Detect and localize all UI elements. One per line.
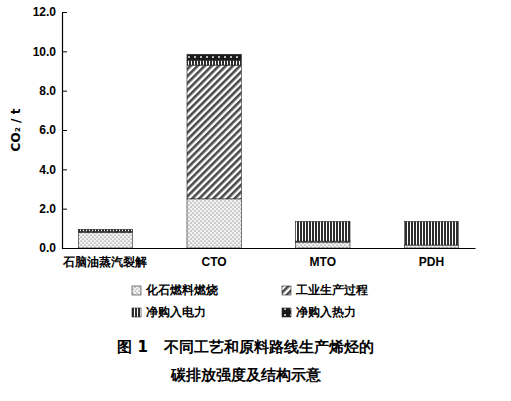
y-tick-label: 0.0 xyxy=(39,241,56,255)
bar-segment xyxy=(296,221,350,222)
legend: 化石燃料燃烧 工业生产过程净购入电力 净购入热力 xyxy=(132,283,368,319)
bars xyxy=(78,54,458,248)
legend-item: 工业生产过程 xyxy=(282,283,368,297)
legend-label: 净购入电力 xyxy=(146,305,206,319)
bar-segment xyxy=(187,54,241,60)
y-tick-mark xyxy=(62,91,67,92)
y-tick-label: 6.0 xyxy=(39,123,56,137)
y-tick-mark xyxy=(62,12,67,13)
x-tick: 石脑油蒸汽裂解 xyxy=(62,248,147,269)
x-axis-line xyxy=(63,248,476,249)
x-tick: PDH xyxy=(419,248,444,269)
y-tick-mark xyxy=(62,51,67,52)
legend-swatch xyxy=(282,286,291,295)
y-tick-label: 8.0 xyxy=(39,84,56,98)
x-tick-label: MTO xyxy=(310,255,336,269)
legend-item: 净购入热力 xyxy=(282,305,356,319)
bar-segment xyxy=(404,245,458,248)
legend-swatch xyxy=(282,308,291,317)
legend-label: 净购入热力 xyxy=(296,305,356,319)
bar-segment xyxy=(296,221,350,241)
bar-segment xyxy=(78,232,132,248)
chart-title: 碳排放强度及结构示意 xyxy=(170,366,322,384)
legend-item: 化石燃料燃烧 xyxy=(132,283,218,297)
x-tick: MTO xyxy=(310,248,336,269)
y-tick-mark xyxy=(62,169,67,170)
x-tick-label: CTO xyxy=(202,255,227,269)
bar-segment xyxy=(187,60,241,65)
x-tick-label: 石脑油蒸汽裂解 xyxy=(62,255,147,269)
y-tick: 2.0 xyxy=(39,202,67,216)
y-tick-label: 12.0 xyxy=(33,5,57,19)
y-axis-title: CO₂ / t xyxy=(9,108,23,151)
bar-segment xyxy=(187,199,241,248)
y-tick: 12.0 xyxy=(33,5,67,19)
y-tick-mark xyxy=(62,209,67,210)
y-tick: 8.0 xyxy=(39,84,67,98)
bar-segment xyxy=(187,65,241,199)
y-tick: 4.0 xyxy=(39,163,67,177)
bar-segment xyxy=(404,221,458,245)
bar-segment xyxy=(404,221,458,222)
bar-segment xyxy=(78,229,132,231)
legend-label: 化石燃料燃烧 xyxy=(145,283,218,297)
x-tick: CTO xyxy=(202,248,227,269)
chart-title: 图 1 不同工艺和原料路线生产烯烃的 xyxy=(117,338,373,356)
y-tick-label: 10.0 xyxy=(33,45,57,59)
bar-segment xyxy=(296,242,350,248)
bar-segment xyxy=(78,229,132,230)
y-axis: 0.0 2.0 4.0 6.0 8.0 10.0 12.0 xyxy=(33,5,67,255)
y-tick-mark xyxy=(62,130,67,131)
y-tick: 6.0 xyxy=(39,123,67,137)
legend-swatch xyxy=(132,286,141,295)
x-axis: 石脑油蒸汽裂解 CTO MTO PDH xyxy=(62,248,475,269)
y-tick-label: 2.0 xyxy=(39,202,56,216)
legend-label: 工业生产过程 xyxy=(295,283,368,297)
y-tick: 10.0 xyxy=(33,45,67,59)
chart: 0.0 2.0 4.0 6.0 8.0 10.0 12.0 石脑油蒸汽裂解 CTO MTO PDH C… xyxy=(0,0,511,401)
legend-swatch xyxy=(132,308,141,317)
legend-item: 净购入电力 xyxy=(132,305,206,319)
x-tick-label: PDH xyxy=(419,255,444,269)
y-tick-label: 4.0 xyxy=(39,163,56,177)
